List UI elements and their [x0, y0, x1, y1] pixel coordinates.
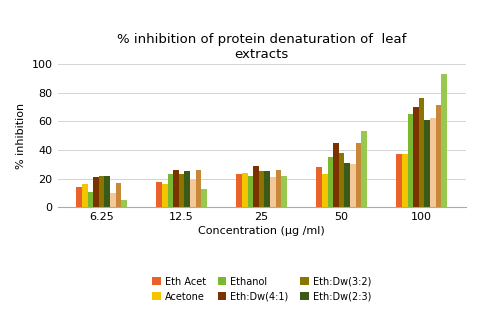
Bar: [121, 200, 127, 207]
Bar: [248, 176, 253, 207]
Bar: [87, 191, 93, 207]
Legend: Eth Acet, Acetone, Ethanol, Eth:Dw(4:1), Eth:Dw(3:2), Eth:Dw(2:3): Eth Acet, Acetone, Ethanol, Eth:Dw(4:1),…: [152, 277, 371, 302]
Bar: [408, 114, 413, 207]
Bar: [333, 143, 339, 207]
Bar: [110, 193, 116, 207]
Bar: [316, 167, 322, 207]
Bar: [419, 98, 424, 207]
Bar: [402, 154, 408, 207]
Bar: [184, 172, 190, 207]
Bar: [361, 131, 367, 207]
Bar: [76, 187, 82, 207]
Bar: [350, 164, 356, 207]
Bar: [116, 183, 121, 207]
Bar: [322, 174, 327, 207]
Bar: [253, 166, 259, 207]
Bar: [156, 182, 162, 207]
X-axis label: Concentration (μg /ml): Concentration (μg /ml): [198, 226, 325, 236]
Bar: [270, 177, 276, 207]
Bar: [339, 153, 344, 207]
Bar: [430, 118, 436, 207]
Bar: [441, 74, 447, 207]
Bar: [179, 174, 184, 207]
Bar: [436, 105, 441, 207]
Bar: [413, 107, 419, 207]
Bar: [168, 174, 173, 207]
Title: % inhibition of protein denaturation of  leaf
extracts: % inhibition of protein denaturation of …: [117, 33, 406, 61]
Bar: [173, 170, 179, 207]
Bar: [93, 177, 99, 207]
Bar: [327, 157, 333, 207]
Bar: [190, 180, 196, 207]
Bar: [196, 170, 201, 207]
Bar: [104, 176, 110, 207]
Bar: [162, 184, 168, 207]
Bar: [82, 184, 87, 207]
Bar: [344, 163, 350, 207]
Bar: [237, 174, 242, 207]
Bar: [356, 143, 361, 207]
Bar: [281, 176, 287, 207]
Bar: [99, 176, 105, 207]
Y-axis label: % inhibition: % inhibition: [16, 102, 26, 169]
Bar: [396, 154, 402, 207]
Bar: [276, 170, 281, 207]
Bar: [201, 189, 207, 207]
Bar: [259, 172, 264, 207]
Bar: [424, 120, 430, 207]
Bar: [264, 172, 270, 207]
Bar: [242, 173, 248, 207]
